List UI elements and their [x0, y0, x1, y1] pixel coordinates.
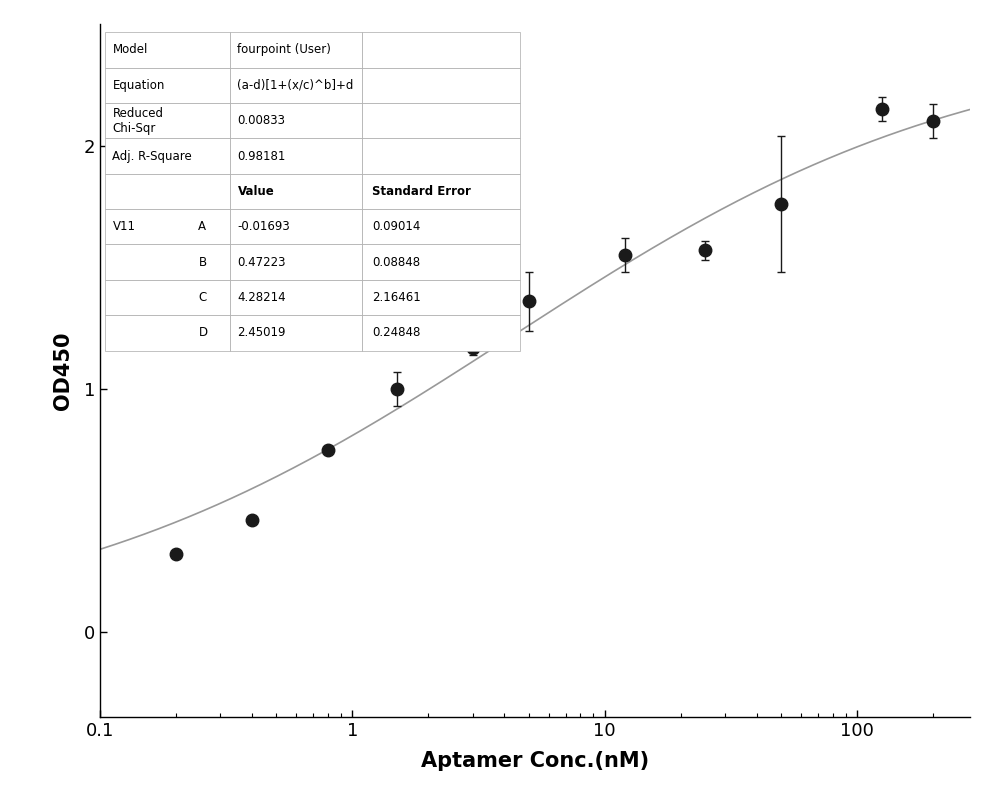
- Text: D: D: [198, 326, 208, 339]
- X-axis label: Aptamer Conc.(nM): Aptamer Conc.(nM): [421, 751, 649, 771]
- Text: C: C: [198, 291, 207, 304]
- Text: B: B: [198, 256, 207, 268]
- Text: A: A: [198, 220, 206, 233]
- Y-axis label: OD450: OD450: [53, 331, 73, 410]
